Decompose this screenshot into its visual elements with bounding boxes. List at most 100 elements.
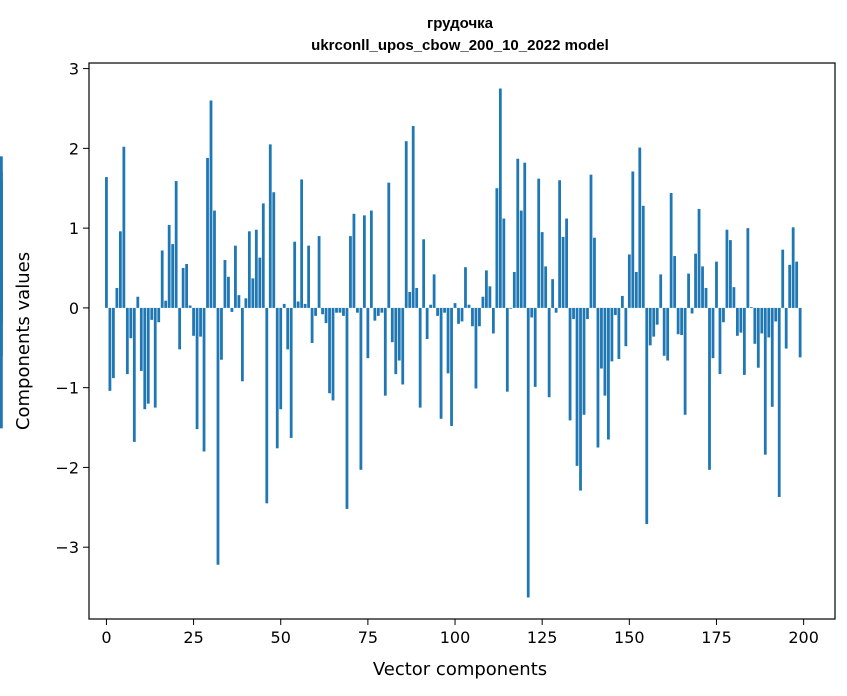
- bar-component-45: [261, 203, 265, 308]
- bar-component-75: [366, 307, 370, 359]
- x-tick-label: 175: [701, 628, 732, 647]
- bar-component-35: [227, 276, 230, 308]
- bar-component-73: [359, 307, 363, 470]
- bar-component-185: [749, 307, 753, 308]
- bar-component-169: [694, 253, 697, 308]
- bar-component-16: [160, 250, 164, 308]
- bar-component-19: [171, 244, 175, 308]
- plot-frame: [88, 62, 836, 620]
- bar-component-138: [586, 307, 589, 320]
- bar-component-92: [425, 307, 429, 340]
- bar-component-196: [788, 264, 792, 308]
- y-axis-label: Components values: [13, 252, 34, 430]
- bar-component-36: [230, 307, 234, 312]
- bar-component-30: [209, 100, 213, 308]
- chart-title: грудочка: [427, 15, 494, 32]
- bar-component-5: [122, 146, 126, 308]
- bar-component-9: [136, 296, 140, 308]
- bar-component-undefined: [0, 307, 3, 356]
- bar-component-134: [572, 307, 575, 320]
- bar-component-40: [244, 298, 248, 308]
- bar-component-100: [453, 303, 457, 308]
- bar-component-50: [279, 307, 283, 410]
- bar-component-29: [206, 157, 209, 308]
- bar-component-136: [579, 307, 582, 491]
- y-tick-label: −1: [55, 379, 79, 398]
- bar-component-197: [791, 227, 795, 308]
- bar-component-122: [530, 307, 534, 318]
- bar-component-115: [505, 307, 509, 392]
- bar-component-18: [167, 224, 171, 308]
- bar-component-80: [383, 307, 387, 396]
- bar-component-101: [457, 307, 460, 324]
- bar-component-127: [547, 307, 551, 398]
- y-tick-label: 2: [69, 139, 79, 158]
- bar-component-12: [146, 307, 150, 404]
- bar-component-42: [251, 278, 255, 308]
- x-tick-label: 0: [101, 628, 111, 647]
- bar-component-114: [502, 218, 506, 308]
- bar-component-113: [498, 88, 502, 308]
- bar-component-153: [638, 147, 642, 308]
- bar-component-126: [544, 266, 548, 308]
- bar-component-130: [558, 180, 561, 308]
- bar-component-56: [300, 179, 304, 308]
- bar-component-58: [307, 245, 311, 308]
- bar-component-187: [756, 307, 760, 368]
- bar-component-95: [436, 307, 439, 316]
- bar-component-60: [314, 307, 317, 316]
- bar-component-52: [286, 307, 290, 350]
- bar-component-121: [526, 307, 530, 598]
- bar-component-133: [568, 307, 572, 421]
- bar-component-112: [495, 188, 499, 308]
- bar-component-131: [561, 236, 565, 308]
- x-tick-label: 25: [183, 628, 203, 647]
- bar-component-67: [338, 307, 342, 313]
- bar-component-181: [736, 307, 739, 336]
- bar-component-93: [429, 304, 433, 308]
- bar-component-38: [237, 295, 241, 308]
- bar-component-31: [213, 210, 216, 308]
- bar-component-159: [659, 274, 663, 308]
- bar-component-89: [415, 287, 419, 308]
- x-tick-label: 125: [527, 628, 558, 647]
- y-tick-label: 0: [69, 299, 79, 318]
- bar-component-119: [519, 210, 523, 308]
- bar-component-94: [432, 274, 436, 308]
- bar-component-189: [763, 307, 767, 455]
- bar-component-76: [369, 210, 373, 308]
- y-tick-label: −3: [55, 538, 79, 557]
- bar-component-146: [613, 307, 617, 316]
- bar-component-111: [491, 307, 495, 334]
- bar-component-25: [192, 307, 195, 336]
- bar-component-139: [589, 174, 593, 308]
- bar-component-70: [349, 236, 352, 308]
- bar-component-108: [481, 296, 485, 308]
- bar-component-59: [310, 307, 314, 343]
- bar-component-69: [345, 307, 349, 509]
- bar-component-173: [708, 307, 711, 470]
- bar-component-15: [157, 307, 161, 323]
- bar-component-195: [784, 307, 788, 349]
- bar-component-140: [593, 237, 596, 308]
- bar-component-178: [725, 229, 729, 308]
- bar-component-188: [760, 307, 764, 334]
- bar-component-145: [610, 307, 614, 362]
- bar-component-105: [471, 307, 474, 327]
- bar-component-167: [687, 273, 690, 308]
- bar-component-147: [617, 307, 621, 359]
- bar-component-170: [697, 208, 701, 308]
- bar-component-172: [704, 287, 708, 308]
- x-axis-ticks: 0 25 50 75 100 125 150 175 200: [101, 619, 819, 647]
- bar-component-7: [129, 307, 133, 339]
- bar-component-91: [422, 239, 426, 308]
- bar-component-160: [662, 307, 666, 356]
- bars-group: [0, 88, 802, 598]
- x-tick-label: 100: [440, 628, 471, 647]
- x-tick-label: 75: [358, 628, 378, 647]
- bar-component-144: [607, 307, 610, 440]
- bar-component-84: [397, 307, 401, 361]
- bar-component-55: [296, 301, 300, 308]
- bar-component-88: [411, 126, 415, 308]
